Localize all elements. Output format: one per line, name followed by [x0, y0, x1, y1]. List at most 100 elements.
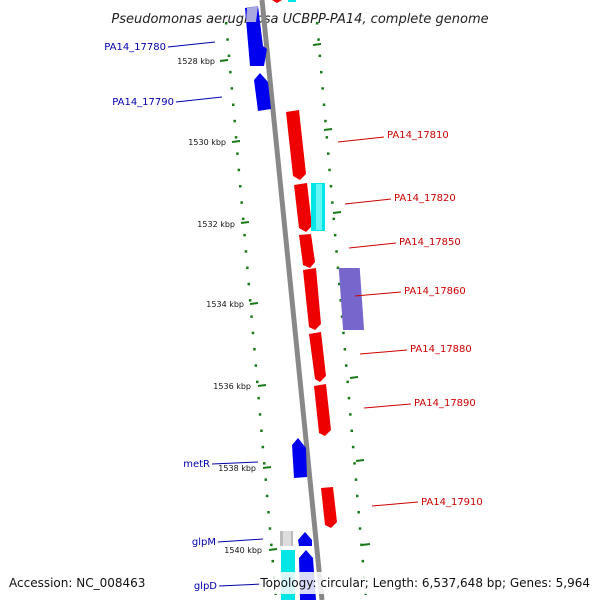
inner-track-dot	[267, 511, 270, 514]
kbp-tick-1532	[240, 221, 250, 224]
gene-feature-cyan-highlight	[316, 184, 322, 230]
gene-label-PA14_17910[interactable]: PA14_17910	[421, 497, 483, 508]
outer-track-dot	[351, 445, 355, 449]
inner-track-dot	[268, 527, 272, 530]
outer-track-dot	[325, 136, 329, 139]
gene-arrow-PA14_17910[interactable]	[321, 487, 337, 528]
inner-track-dot	[239, 185, 242, 188]
gene-label-PA14_17820[interactable]: PA14_17820	[394, 193, 456, 204]
gene-arrow-PA14_17850[interactable]	[299, 234, 315, 268]
gene-label-PA14_17860[interactable]: PA14_17860	[404, 286, 466, 297]
gene-label-PA14_17890[interactable]: PA14_17890	[414, 398, 476, 409]
inner-track-dot	[224, 22, 228, 25]
outer-track-dot	[342, 331, 345, 335]
inner-track-dot	[256, 380, 259, 384]
kbp-label-1536: 1536 kbp	[213, 382, 251, 391]
outer-track-dot	[361, 559, 365, 563]
gene-highlight-PA14_17780	[246, 6, 258, 22]
gene-label-glpM[interactable]: glpM	[192, 537, 216, 548]
inner-track-dot	[241, 217, 245, 221]
inner-track-dot	[248, 299, 252, 302]
gene-arrow-PA14_17790[interactable]	[254, 73, 271, 111]
inner-track-dot	[234, 136, 238, 139]
inner-track-dot	[244, 250, 248, 253]
outer-track-dot	[339, 299, 342, 302]
outer-track-dot	[346, 380, 349, 384]
inner-track-dot	[260, 429, 263, 432]
gene-label-PA14_17850[interactable]: PA14_17850	[399, 237, 461, 248]
inner-track-dot	[270, 543, 273, 547]
outer-track-dot	[353, 462, 356, 465]
outer-track-dot	[358, 527, 362, 530]
outer-track-dot	[317, 38, 320, 41]
inner-track-dot	[229, 70, 232, 74]
kbp-tick-1530	[231, 140, 241, 143]
gene-feature-grey-highlight	[283, 531, 291, 546]
gene-arrow-metR[interactable]	[292, 438, 307, 478]
gene-feature-purple[interactable]	[338, 268, 365, 330]
gene-arrow-glpM[interactable]	[298, 532, 312, 546]
outer-track-dot	[332, 217, 335, 221]
map-title: Pseudomonas aeruginosa UCBPP-PA14, compl…	[111, 12, 488, 27]
kbp-tick-1528	[219, 59, 229, 62]
kbp-tick-1538	[262, 466, 272, 469]
outer-track-dot	[333, 233, 337, 237]
outer-track-dot	[338, 282, 341, 286]
outer-track-dot	[322, 103, 326, 106]
footer-summary-background	[259, 572, 595, 594]
outer-track-dot	[360, 543, 363, 547]
leader-line-metR	[211, 461, 259, 465]
outer-track-dot	[354, 478, 358, 481]
genome-summary-text: Topology: circular; Length: 6,537,648 bp…	[259, 576, 590, 590]
inner-track-dot	[264, 478, 267, 481]
inner-track-dot	[237, 168, 241, 172]
gene-label-metR[interactable]: metR	[183, 459, 210, 470]
gene-arrow-PA14_17890[interactable]	[314, 384, 331, 436]
gene-label-PA14_17790[interactable]: PA14_17790	[112, 97, 174, 108]
outer-track-dot	[321, 87, 324, 90]
outer-track-dot	[331, 201, 334, 204]
gene-arrow-PA14_17820[interactable]	[294, 183, 312, 232]
outer-track-dot	[320, 70, 323, 74]
inner-track-dot	[250, 315, 253, 318]
outer-track-dot	[340, 315, 344, 318]
leader-line-PA14_17880	[359, 349, 408, 355]
gene-label-PA14_17780[interactable]: PA14_17780	[104, 42, 166, 53]
outer-track-dot	[347, 396, 351, 400]
inner-track-dot	[247, 282, 250, 286]
kbp-label-1538: 1538 kbp	[218, 464, 256, 473]
accession-text: Accession: NC_008463	[9, 576, 145, 590]
gene-label-PA14_17810[interactable]: PA14_17810	[387, 130, 449, 141]
outer-track-dot	[350, 429, 353, 432]
gene-label-glpD[interactable]: glpD	[194, 581, 217, 592]
leader-line-PA14_17790	[175, 96, 223, 103]
leader-line-glpD	[218, 583, 263, 587]
leader-line-PA14_17810	[337, 136, 385, 143]
inner-track-dot	[263, 462, 266, 465]
outer-track-dot	[345, 364, 348, 367]
inner-track-dot	[258, 413, 262, 416]
outer-track-dot	[324, 119, 327, 123]
partial-gene-top-red[interactable]	[272, 0, 282, 3]
outer-track-dot	[315, 22, 319, 25]
gene-arrow-PA14_17860[interactable]	[303, 268, 321, 330]
inner-track-dot	[254, 364, 258, 367]
inner-track-dot	[230, 87, 234, 90]
kbp-label-1540: 1540 kbp	[224, 546, 262, 555]
partial-gene-top-cyan[interactable]	[288, 0, 296, 2]
inner-track-dot	[232, 103, 235, 106]
leader-line-PA14_17860	[354, 291, 402, 297]
genome-backbone	[259, 0, 325, 600]
inner-track-dot	[271, 559, 274, 563]
inner-track-dot	[236, 152, 239, 155]
inner-track-dot	[226, 38, 229, 41]
leader-line-PA14_17780	[167, 41, 216, 48]
gene-label-PA14_17880[interactable]: PA14_17880	[410, 344, 472, 355]
gene-arrow-PA14_17810[interactable]	[286, 110, 306, 180]
kbp-tick-1540	[268, 548, 278, 551]
kbp-tick-1536	[257, 384, 267, 387]
gene-arrow-PA14_17880[interactable]	[309, 332, 326, 382]
leader-line-PA14_17910	[371, 501, 419, 507]
outer-track-dot	[356, 494, 359, 498]
inner-track-dot	[265, 494, 269, 498]
